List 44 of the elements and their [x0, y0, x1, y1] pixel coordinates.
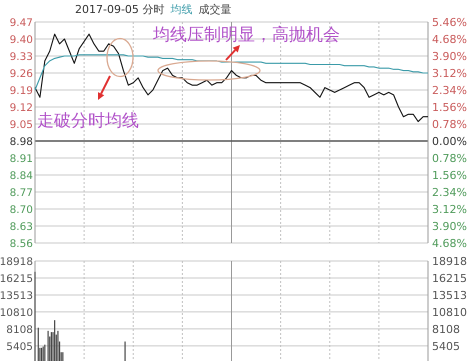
- y-tick-label: 5405: [6, 340, 33, 353]
- y-tick-label: 8.84: [10, 170, 34, 182]
- y2-tick-label: 13513: [432, 288, 467, 302]
- y-tick-label: 9.47: [10, 17, 33, 29]
- y-tick-label: 8108: [6, 324, 33, 336]
- y2-tick-label: 3.90%: [432, 50, 467, 63]
- y2-tick-label: 16215: [432, 272, 467, 285]
- y-tick-label: 10810: [0, 306, 33, 319]
- y2-tick-label: 1.56%: [432, 101, 467, 114]
- y2-tick-label: 0.78%: [432, 118, 467, 131]
- y-tick-label: 9.12: [10, 102, 33, 114]
- y2-tick-label: 2.34%: [432, 84, 467, 97]
- annotation: 走破分时均线: [37, 111, 139, 131]
- y2-tick-label: 3.12%: [432, 203, 467, 216]
- y2-tick-label: 8108: [432, 322, 460, 336]
- y2-tick-label: 3.12%: [432, 67, 467, 80]
- y2-tick-label: 18918: [432, 255, 467, 268]
- y2-tick-label: 4.68%: [432, 237, 467, 250]
- y-tick-label: 18918: [0, 256, 33, 268]
- y-tick-label: 13513: [0, 290, 33, 302]
- y-tick-label: 9.05: [10, 119, 33, 131]
- y-tick-label: 9.40: [10, 34, 33, 46]
- y-tick-label: 8.91: [10, 153, 33, 165]
- y-tick-label: 8.56: [10, 238, 34, 250]
- chart-title: 2017-09-05 分时: [75, 3, 164, 16]
- y2-tick-label: 1.56%: [432, 169, 467, 182]
- y2-tick-label: 4.68%: [432, 33, 467, 46]
- y2-tick-label: 2.34%: [432, 186, 467, 199]
- y-tick-label: 16215: [0, 272, 33, 285]
- text: 均线: [169, 3, 192, 16]
- y-tick-label: 8.70: [10, 204, 33, 216]
- y2-tick-label: 0.78%: [432, 152, 467, 165]
- y2-tick-label: 5405: [432, 340, 460, 353]
- y-tick-label: 8.98: [10, 136, 33, 148]
- y-tick-label: 9.26: [10, 68, 34, 80]
- y-tick-label: 8.63: [10, 221, 33, 233]
- y2-tick-label: 3.90%: [432, 220, 467, 233]
- text: 成交量: [198, 3, 232, 16]
- y-tick-label: 9.33: [10, 51, 33, 63]
- y2-tick-label: 5.46%: [432, 16, 467, 29]
- y2-tick-label: 10810: [432, 306, 467, 319]
- y-tick-label: 8.77: [10, 187, 33, 199]
- y-tick-label: 9.19: [10, 85, 33, 97]
- y2-tick-label: 0.00%: [432, 135, 467, 148]
